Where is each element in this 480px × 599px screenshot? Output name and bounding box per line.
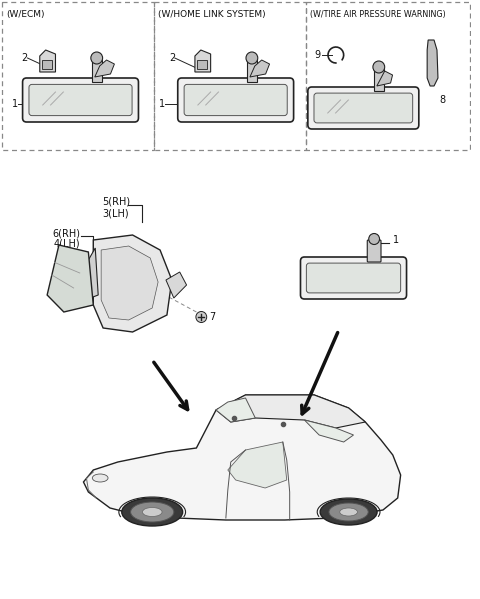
Polygon shape bbox=[166, 272, 187, 298]
Polygon shape bbox=[247, 60, 257, 82]
Polygon shape bbox=[88, 248, 98, 298]
Text: 1: 1 bbox=[12, 99, 18, 109]
Polygon shape bbox=[250, 60, 270, 77]
Polygon shape bbox=[93, 235, 172, 332]
FancyBboxPatch shape bbox=[23, 78, 138, 122]
Text: 5(RH): 5(RH) bbox=[102, 197, 130, 207]
Polygon shape bbox=[377, 71, 393, 86]
Text: 3(LH): 3(LH) bbox=[103, 208, 129, 218]
Ellipse shape bbox=[369, 234, 380, 244]
Text: (W/ECM): (W/ECM) bbox=[6, 10, 44, 19]
Polygon shape bbox=[427, 40, 438, 86]
Text: 4(LH): 4(LH) bbox=[53, 239, 80, 249]
FancyBboxPatch shape bbox=[308, 87, 419, 129]
Ellipse shape bbox=[320, 499, 377, 525]
Ellipse shape bbox=[340, 508, 358, 516]
Ellipse shape bbox=[246, 52, 258, 64]
Text: (W/TIRE AIR PRESSURE WARNING): (W/TIRE AIR PRESSURE WARNING) bbox=[310, 10, 446, 19]
Text: 1: 1 bbox=[159, 99, 165, 109]
Text: 2: 2 bbox=[169, 53, 175, 63]
Ellipse shape bbox=[196, 311, 207, 322]
FancyBboxPatch shape bbox=[178, 78, 294, 122]
Polygon shape bbox=[40, 50, 56, 72]
Polygon shape bbox=[195, 50, 211, 72]
Text: 2: 2 bbox=[22, 53, 28, 63]
Ellipse shape bbox=[329, 503, 368, 521]
Polygon shape bbox=[95, 60, 114, 77]
FancyBboxPatch shape bbox=[314, 93, 413, 123]
Ellipse shape bbox=[373, 61, 384, 73]
Text: 1: 1 bbox=[316, 95, 323, 105]
Polygon shape bbox=[216, 395, 365, 428]
Polygon shape bbox=[216, 398, 255, 422]
Text: 7: 7 bbox=[209, 312, 216, 322]
Polygon shape bbox=[374, 69, 384, 91]
FancyBboxPatch shape bbox=[29, 84, 132, 116]
Ellipse shape bbox=[143, 507, 162, 516]
Polygon shape bbox=[92, 60, 102, 82]
Polygon shape bbox=[47, 245, 93, 312]
Ellipse shape bbox=[122, 498, 183, 526]
Polygon shape bbox=[101, 246, 158, 320]
FancyBboxPatch shape bbox=[300, 257, 407, 299]
FancyBboxPatch shape bbox=[306, 263, 401, 293]
Text: 6(RH): 6(RH) bbox=[53, 228, 81, 238]
Ellipse shape bbox=[92, 474, 108, 482]
Ellipse shape bbox=[131, 502, 174, 522]
Text: 8: 8 bbox=[439, 95, 445, 105]
FancyBboxPatch shape bbox=[367, 240, 381, 262]
Text: 1: 1 bbox=[393, 235, 399, 245]
Text: (W/HOME LINK SYSTEM): (W/HOME LINK SYSTEM) bbox=[158, 10, 266, 19]
Polygon shape bbox=[228, 442, 287, 488]
Text: 9: 9 bbox=[314, 50, 320, 60]
Polygon shape bbox=[304, 420, 353, 442]
Polygon shape bbox=[197, 60, 207, 69]
Polygon shape bbox=[42, 60, 51, 69]
Ellipse shape bbox=[91, 52, 103, 64]
Polygon shape bbox=[84, 395, 401, 520]
FancyBboxPatch shape bbox=[184, 84, 287, 116]
